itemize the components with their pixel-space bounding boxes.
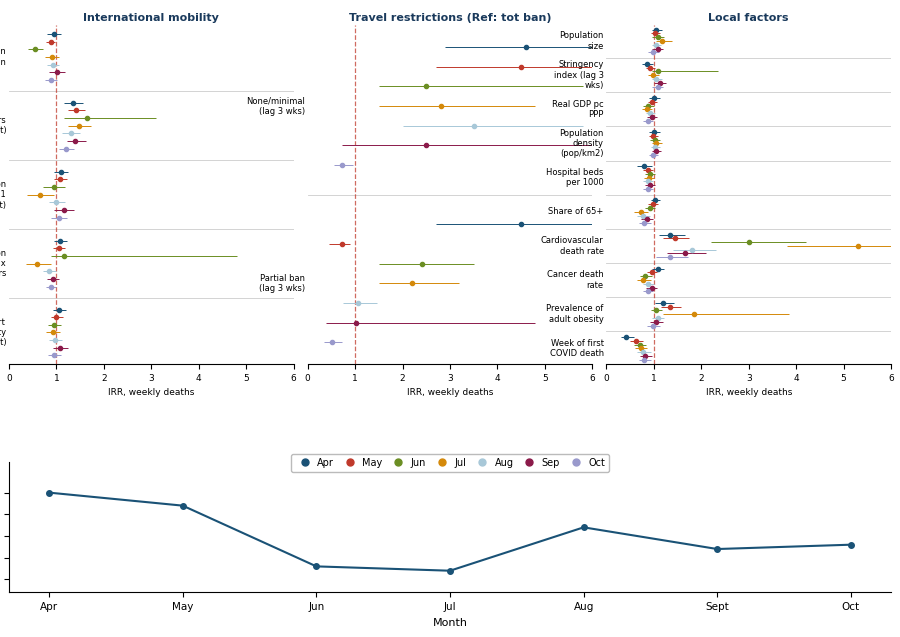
X-axis label: IRR, weekly deaths: IRR, weekly deaths xyxy=(407,388,493,397)
Title: Travel restrictions (Ref: tot ban): Travel restrictions (Ref: tot ban) xyxy=(348,13,551,24)
Legend: Apr, May, Jun, Jul, Aug, Sep, Oct: Apr, May, Jun, Jul, Aug, Sep, Oct xyxy=(291,454,609,472)
Title: Local factors: Local factors xyxy=(708,13,789,24)
Title: International mobility: International mobility xyxy=(84,13,220,24)
X-axis label: IRR, weekly deaths: IRR, weekly deaths xyxy=(108,388,194,397)
X-axis label: Month: Month xyxy=(433,618,467,627)
X-axis label: IRR, weekly deaths: IRR, weekly deaths xyxy=(706,388,792,397)
